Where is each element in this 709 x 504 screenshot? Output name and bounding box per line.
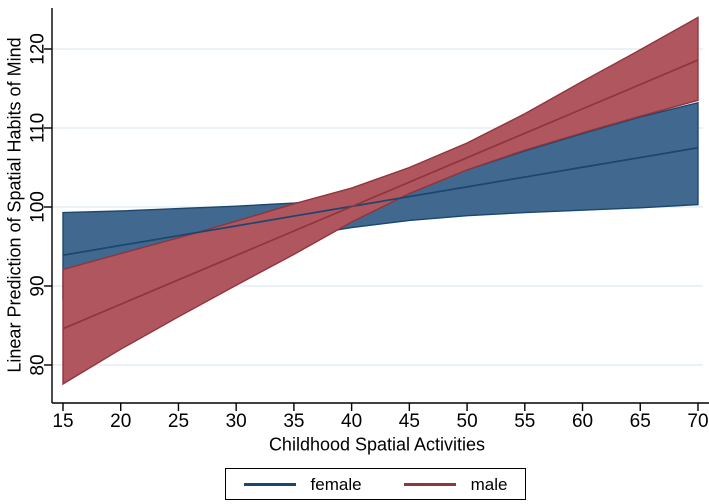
legend-box: female male xyxy=(225,468,526,500)
legend-item-male: male xyxy=(403,474,508,494)
x-axis-title: Childhood Spatial Activities xyxy=(268,434,486,455)
female-line-swatch xyxy=(243,482,296,486)
x-tick-label: 65 xyxy=(630,411,651,432)
legend-label-female: female xyxy=(310,474,362,494)
legend-item-female: female xyxy=(243,474,362,494)
x-tick-label: 70 xyxy=(687,411,708,432)
y-tick-label: 100 xyxy=(28,191,49,223)
y-axis-title: Linear Prediction of Spatial Habits of M… xyxy=(4,37,25,373)
x-tick-label: 25 xyxy=(168,411,189,432)
female-fit-line xyxy=(62,146,699,257)
x-tick-label: 60 xyxy=(572,411,593,432)
legend-label-male: male xyxy=(470,474,508,494)
male-line-swatch xyxy=(403,482,456,486)
x-tick-label: 20 xyxy=(110,411,131,432)
y-tick-label: 80 xyxy=(28,354,49,375)
x-tick-label: 45 xyxy=(399,411,420,432)
male-fit-line xyxy=(62,59,699,330)
x-tick-label: 40 xyxy=(341,411,362,432)
x-tick-label: 15 xyxy=(52,411,73,432)
x-tick-label: 55 xyxy=(514,411,535,432)
x-tick-label: 30 xyxy=(226,411,247,432)
x-tick-label: 35 xyxy=(283,411,304,432)
x-tick-label: 50 xyxy=(457,411,478,432)
y-tick-label: 90 xyxy=(28,275,49,296)
y-tick-label: 120 xyxy=(28,33,49,65)
y-tick-label: 110 xyxy=(28,113,49,143)
